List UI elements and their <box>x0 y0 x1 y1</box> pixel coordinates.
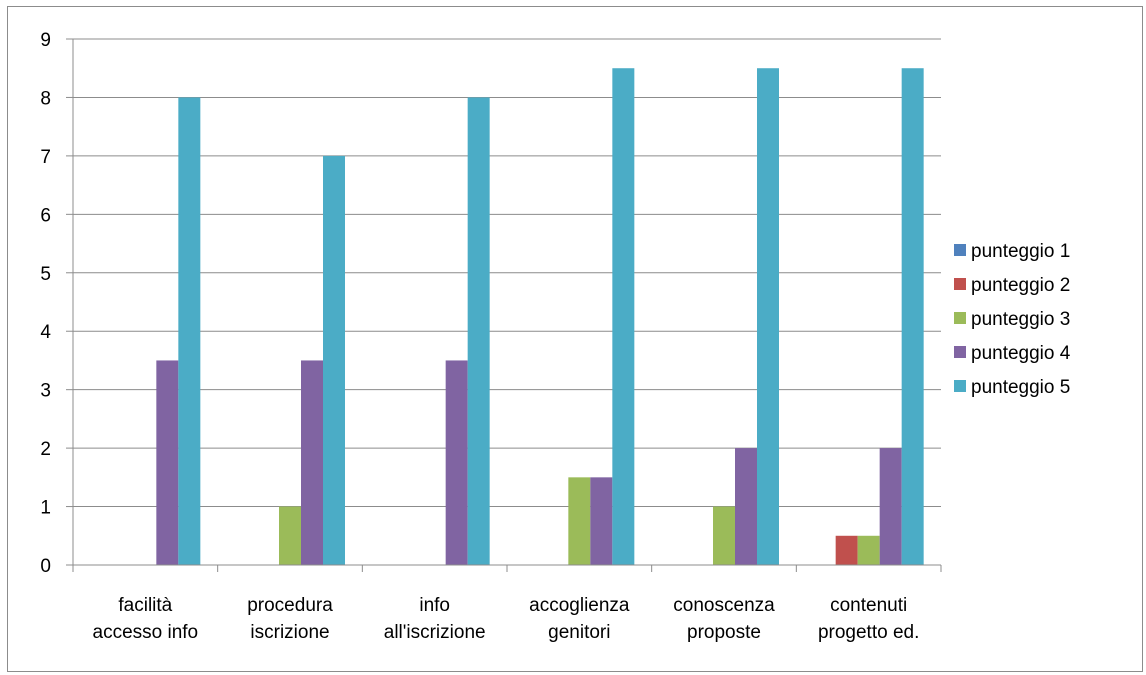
legend-label: punteggio 1 <box>971 241 1070 262</box>
y-tick-label: 4 <box>40 322 51 343</box>
y-tick-label: 6 <box>40 205 51 226</box>
category-label: conoscenza proposte <box>673 595 775 643</box>
y-tick-labels: 0 1 2 3 4 5 6 7 8 9 <box>40 30 51 577</box>
bar <box>879 448 902 565</box>
bar <box>279 506 301 565</box>
gridlines <box>73 38 941 508</box>
y-tick-label: 9 <box>40 30 51 51</box>
category-labels: facilità accesso info procedura iscrizione i… <box>93 595 920 643</box>
bar <box>156 360 179 565</box>
legend-label: punteggio 2 <box>971 275 1070 296</box>
legend-entry: punteggio 3 <box>954 309 1070 330</box>
legend-swatch <box>954 346 966 358</box>
category-label: accoglienza genitori <box>529 595 630 643</box>
legend: punteggio 1 punteggio 2 punteggio 3 puntegg… <box>954 241 1071 398</box>
y-tick-label: 3 <box>40 381 51 402</box>
y-tick-label: 0 <box>40 556 51 577</box>
y-tick-label: 2 <box>40 439 51 460</box>
category-label: info all'iscrizione <box>384 595 486 643</box>
bar <box>835 535 858 565</box>
legend-entry: punteggio 4 <box>954 343 1071 364</box>
legend-entry: punteggio 1 <box>954 241 1070 262</box>
bar <box>612 68 635 565</box>
legend-label: punteggio 5 <box>971 377 1070 398</box>
legend-entry: punteggio 5 <box>954 377 1070 398</box>
bar <box>757 68 779 565</box>
bar <box>590 477 613 565</box>
legend-swatch <box>954 244 966 256</box>
legend-swatch <box>954 380 966 392</box>
bar <box>323 155 345 565</box>
bar <box>735 448 757 565</box>
bars <box>156 68 924 565</box>
y-tick-label: 8 <box>40 88 51 109</box>
bar <box>857 535 880 565</box>
y-tick-label: 1 <box>40 498 51 519</box>
bar <box>467 97 490 565</box>
legend-label: punteggio 3 <box>971 309 1070 330</box>
legend-swatch <box>954 278 966 290</box>
category-label: facilità accesso info <box>93 595 199 643</box>
bar <box>713 506 735 565</box>
bar <box>901 68 924 565</box>
bar <box>445 360 468 565</box>
y-tick-label: 5 <box>40 264 51 285</box>
y-tick-label: 7 <box>40 147 51 168</box>
axes <box>66 38 942 572</box>
legend-label: punteggio 4 <box>971 343 1071 364</box>
category-label: procedura iscrizione <box>247 595 333 643</box>
category-label: contenuti progetto ed. <box>818 595 919 643</box>
legend-entry: punteggio 2 <box>954 275 1070 296</box>
bar <box>178 97 201 565</box>
bar <box>568 477 591 565</box>
bar <box>301 360 323 565</box>
legend-swatch <box>954 312 966 324</box>
